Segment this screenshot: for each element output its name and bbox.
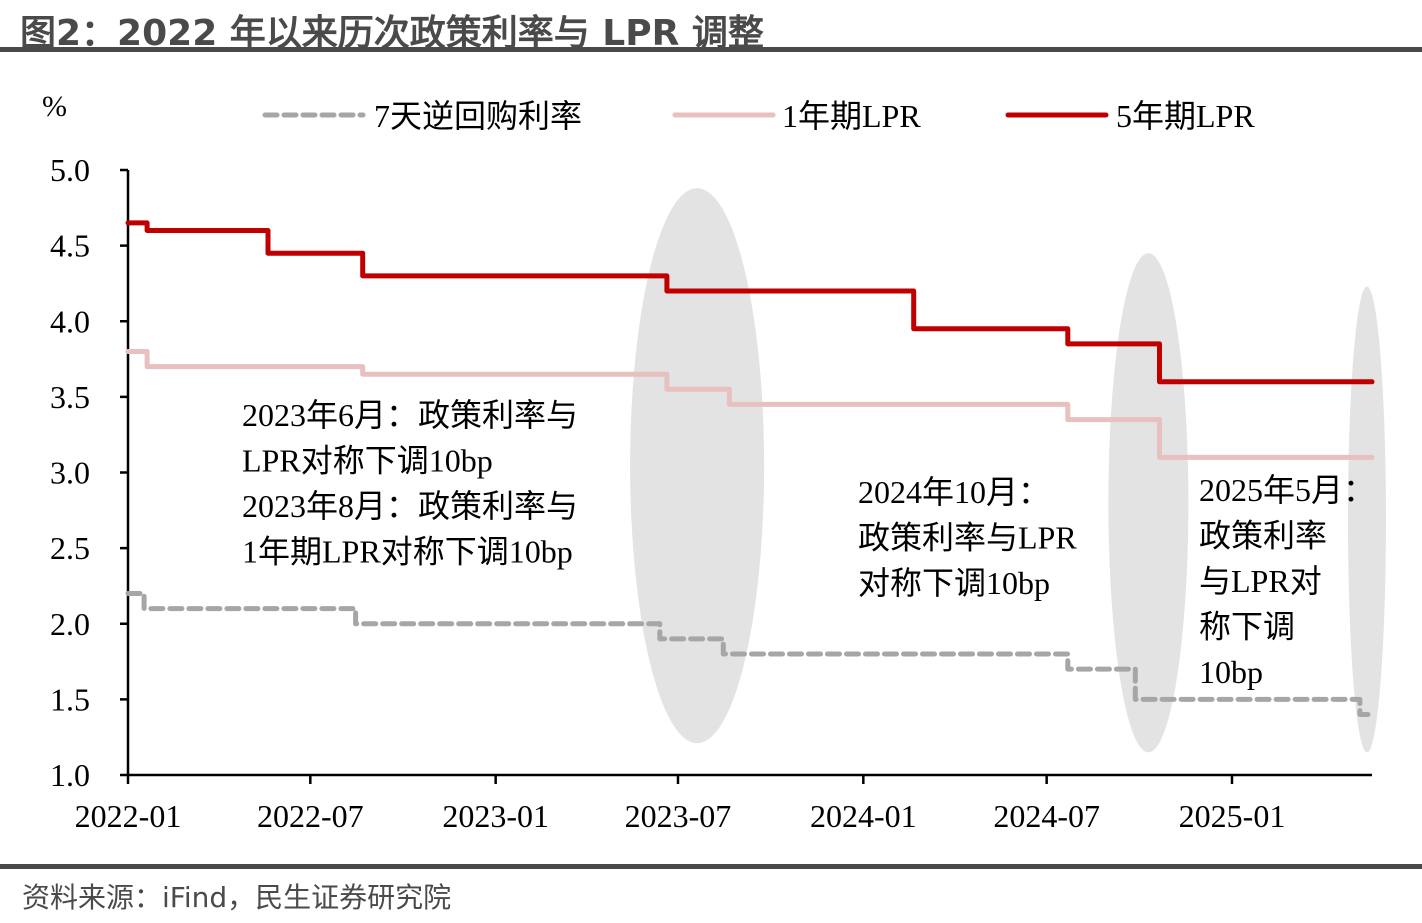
- y-tick-label: 4.5: [50, 228, 90, 264]
- source-note: 资料来源：iFind，民生证券研究院: [22, 881, 452, 914]
- y-tick-label: 5.0: [50, 152, 90, 188]
- legend-label: 7天逆回购利率: [374, 98, 582, 134]
- annotation-line: 2025年5月：: [1199, 472, 1375, 508]
- y-tick-label: 1.5: [50, 681, 90, 717]
- y-tick-label: 4.0: [50, 303, 90, 339]
- legend-label: 5年期LPR: [1116, 98, 1255, 134]
- series-7day-reverse-repo: [125, 591, 1375, 717]
- annotation-line: 2024年10月：: [858, 474, 1050, 510]
- highlight-layer: [630, 188, 1386, 753]
- y-tick-label: 2.0: [50, 606, 90, 642]
- highlight-ellipse-2: [1108, 253, 1189, 753]
- x-tick-label: 2023-01: [442, 798, 549, 834]
- x-tick-label: 2024-07: [993, 798, 1100, 834]
- annotation-line: 政策利率: [1199, 518, 1327, 554]
- x-tick-label: 2024-01: [810, 798, 917, 834]
- annotation-line: 2023年8月：政策利率与: [242, 488, 578, 524]
- y-tick-label: 2.5: [50, 530, 90, 566]
- series-5y-lpr: [125, 220, 1375, 385]
- legend-item-1y-lpr: 1年期LPR: [672, 98, 921, 134]
- highlight-ellipse-3: [1347, 286, 1386, 753]
- legend-item-7day-repo: 7天逆回购利率: [262, 98, 582, 134]
- x-tick-label: 2025-01: [1179, 798, 1286, 834]
- y-tick-label: 3.0: [50, 455, 90, 491]
- x-tick-label: 2022-01: [75, 798, 182, 834]
- annotation-1: 2023年6月：政策利率与 LPR对称下调10bp 2023年8月：政策利率与 1年期…: [242, 397, 578, 570]
- bottom-rule: [0, 864, 1422, 869]
- highlight-ellipse-1: [630, 188, 765, 744]
- axes: 1.0 1.5 2.0 2.5 3.0 3.5 4.0 4.5 5.0% 2022-01 2022-…: [42, 90, 1372, 834]
- series-layer: [125, 220, 1375, 717]
- annotation-line: 政策利率与LPR: [858, 520, 1077, 556]
- annotation-line: 对称下调10bp: [858, 565, 1050, 601]
- annotation-2: 2024年10月： 政策利率与LPR 对称下调10bp: [858, 474, 1077, 601]
- y-tick-label: 1.0: [50, 757, 90, 793]
- y-tick-label: 3.5: [50, 379, 90, 415]
- annotation-line: LPR对称下调10bp: [242, 443, 493, 479]
- annotation-line: 称下调: [1199, 609, 1295, 645]
- legend-item-5y-lpr: 5年期LPR: [1005, 98, 1255, 134]
- legend-label: 1年期LPR: [782, 98, 921, 134]
- top-rule: [0, 47, 1422, 52]
- annotations: 2023年6月：政策利率与 LPR对称下调10bp 2023年8月：政策利率与 1年期…: [242, 397, 1375, 690]
- legend: 7天逆回购利率 1年期LPR 5年期LPR: [262, 98, 1255, 134]
- annotation-line: 2023年6月：政策利率与: [242, 397, 578, 433]
- annotation-line: 1年期LPR对称下调10bp: [242, 534, 573, 570]
- annotation-line: 与LPR对: [1199, 563, 1322, 599]
- series-1y-lpr: [125, 349, 1375, 460]
- x-tick-label: 2022-07: [257, 798, 364, 834]
- y-axis-label: %: [42, 90, 67, 123]
- x-tick-label: 2023-07: [625, 798, 732, 834]
- annotation-line: 10bp: [1199, 654, 1263, 690]
